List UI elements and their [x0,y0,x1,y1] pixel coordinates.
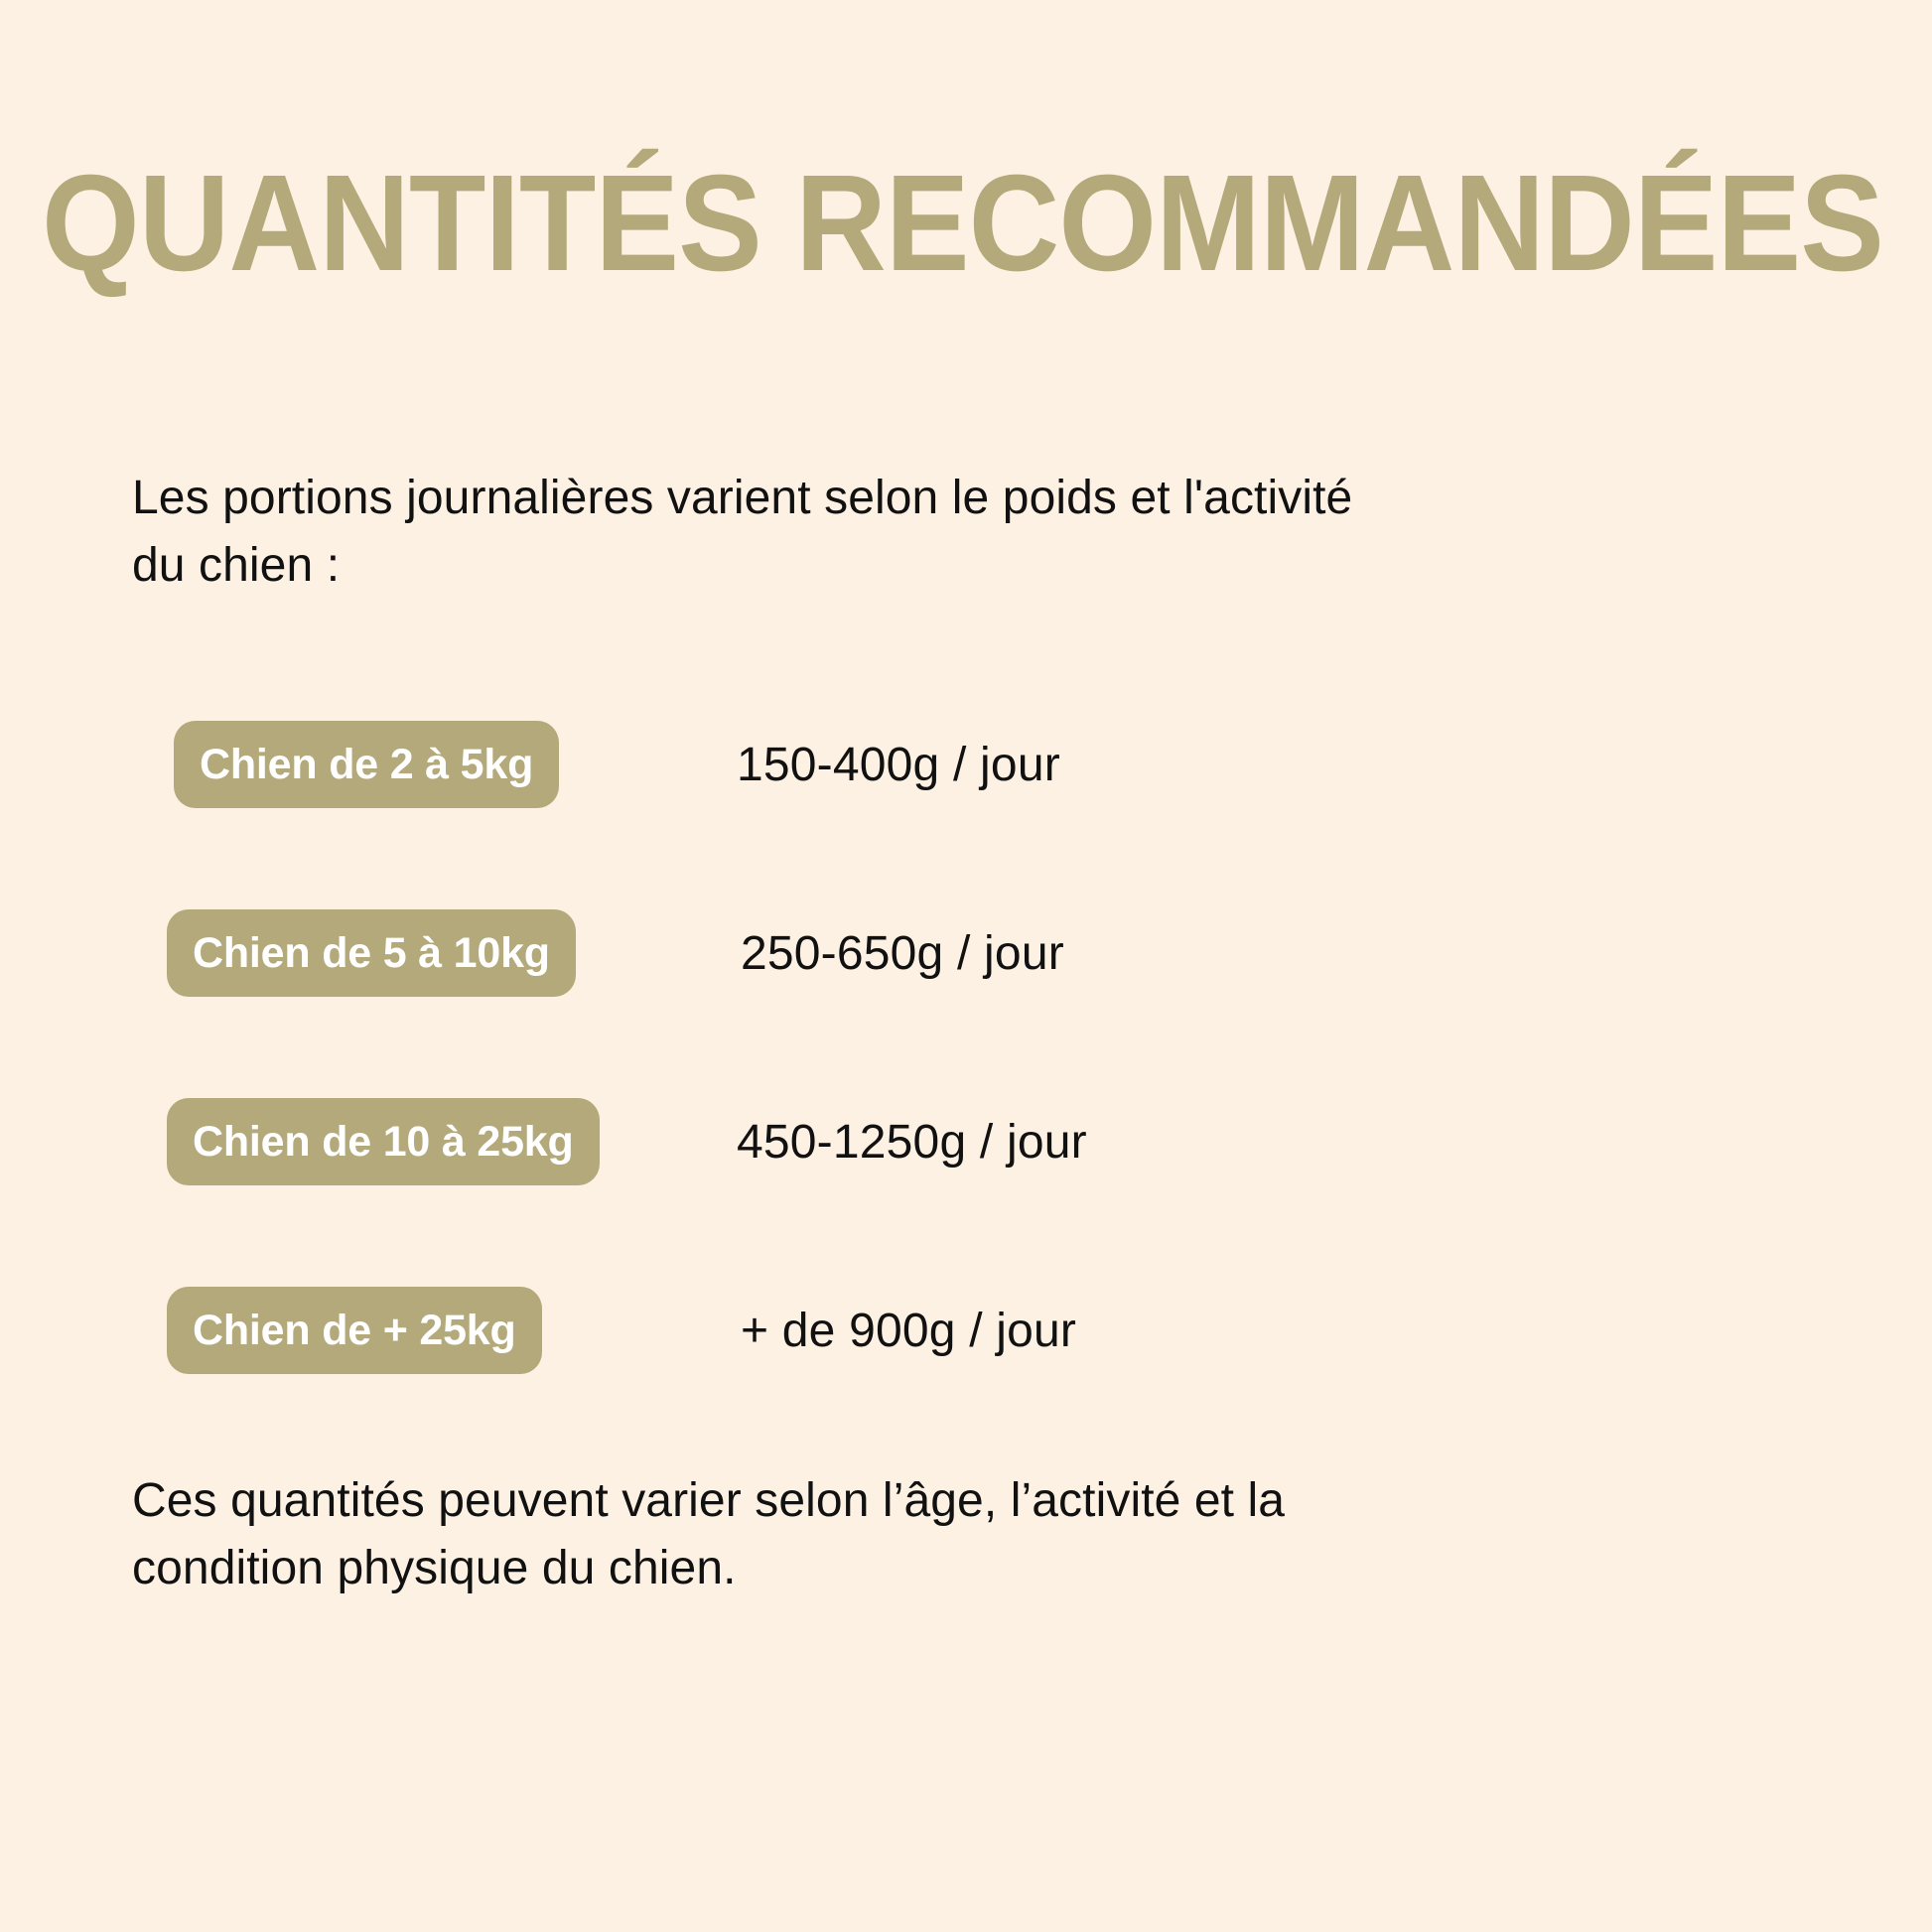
portion-value: 250-650g / jour [741,926,1064,980]
list-item: Chien de 5 à 10kg 250-650g / jour [167,899,1755,1007]
weight-range-badge: Chien de 10 à 25kg [167,1098,600,1185]
intro-line-1: Les portions journalières varient selon … [132,472,1353,524]
weight-range-badge: Chien de 5 à 10kg [167,909,576,997]
intro-line-2: du chien : [132,539,341,593]
list-item: Chien de 2 à 5kg 150-400g / jour [167,711,1755,818]
weight-range-badge: Chien de 2 à 5kg [174,721,560,808]
footer-note: Ces quantités peuvent varier selon l’âge… [132,1467,1681,1602]
portion-value: 450-1250g / jour [737,1115,1087,1169]
page-title: QUANTITÉS RECOMMANDÉES [42,147,1884,300]
intro-paragraph: Les portions journalières varient selon … [132,465,1681,600]
list-item: Chien de 10 à 25kg 450-1250g / jour [167,1088,1755,1195]
page-title-container: QUANTITÉS RECOMMANDÉES [42,149,1898,298]
portion-value: + de 900g / jour [741,1304,1077,1357]
weight-range-badge: Chien de + 25kg [167,1287,542,1374]
list-item: Chien de + 25kg + de 900g / jour [167,1277,1755,1384]
portions-list: Chien de 2 à 5kg 150-400g / jour Chien d… [167,711,1755,1384]
portion-value: 150-400g / jour [737,738,1060,791]
footer-note-line-1: Ces quantités peuvent varier selon l’âge… [132,1474,1286,1527]
footer-note-line-2: condition physique du chien. [132,1542,737,1595]
